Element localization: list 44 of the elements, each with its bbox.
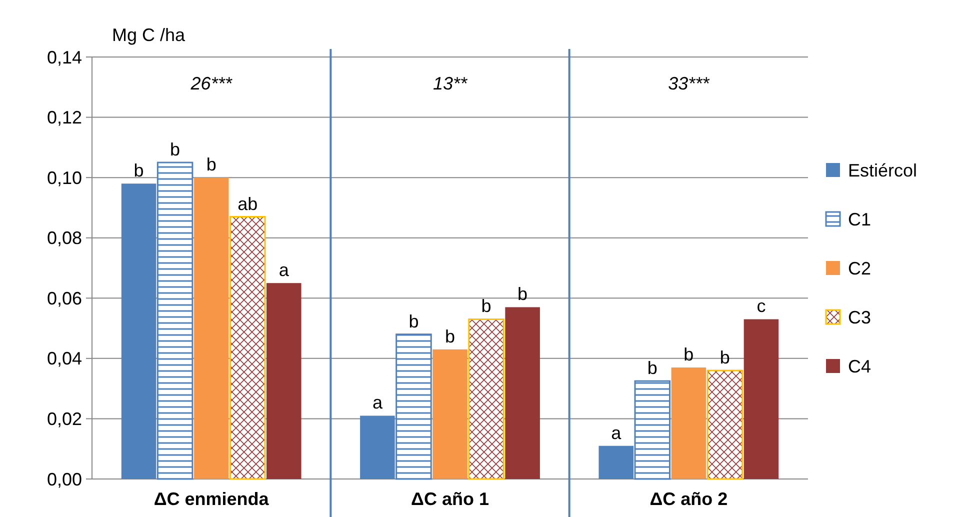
data-label: b xyxy=(206,154,216,175)
data-label: a xyxy=(372,392,384,413)
y-axis-title: Mg C /ha xyxy=(112,25,186,45)
data-label: b xyxy=(481,296,492,316)
legend-label: C3 xyxy=(848,307,872,328)
y-tick-label: 0,10 xyxy=(46,168,82,188)
bar xyxy=(229,216,266,480)
legend-label: C2 xyxy=(848,258,872,278)
x-tick-label: ΔC año 2 xyxy=(650,489,728,509)
y-tick-label: 0,06 xyxy=(46,288,82,308)
data-label: ab xyxy=(238,194,258,214)
bar xyxy=(706,370,744,480)
data-label: b xyxy=(170,140,180,160)
data-label: a xyxy=(278,260,290,280)
bar xyxy=(194,178,229,479)
bar xyxy=(671,367,706,479)
legend-label: C1 xyxy=(848,209,872,230)
data-label: b xyxy=(647,358,658,378)
x-tick-label: ΔC enmienda xyxy=(154,489,270,509)
data-label: b xyxy=(684,344,694,364)
y-tick-label: 0,12 xyxy=(46,108,82,128)
data-label: b xyxy=(444,326,456,346)
annotation: 13** xyxy=(432,73,468,94)
legend-label: Estiércol xyxy=(848,160,918,180)
data-label: c xyxy=(756,296,766,316)
data-label: b xyxy=(408,311,419,332)
bar xyxy=(266,283,302,479)
data-label: a xyxy=(611,422,622,443)
y-tick-label: 0,04 xyxy=(46,348,82,369)
bar xyxy=(468,318,504,480)
y-tick-label: 0,14 xyxy=(46,47,82,68)
data-label: b xyxy=(134,160,144,181)
x-tick-label: ΔC año 1 xyxy=(411,489,489,509)
y-tick-label: 0,00 xyxy=(46,469,82,490)
y-tick-label: 0,08 xyxy=(46,228,82,248)
data-label: b xyxy=(518,284,528,304)
data-label: b xyxy=(720,347,730,368)
y-tick-label: 0,02 xyxy=(46,409,82,430)
annotation: 33*** xyxy=(668,73,710,94)
annotation: 26*** xyxy=(190,73,233,94)
bar xyxy=(505,307,540,479)
bar xyxy=(432,349,468,479)
bar xyxy=(744,319,779,479)
legend-label: C4 xyxy=(848,356,872,376)
